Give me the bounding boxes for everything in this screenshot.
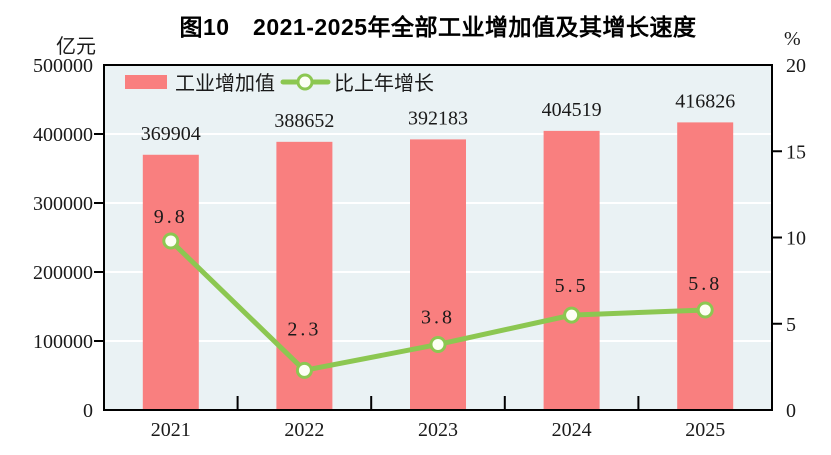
year-label: 2023 bbox=[418, 419, 458, 441]
growth-value-label: 5.5 bbox=[555, 275, 589, 297]
bar-value-label: 388652 bbox=[274, 110, 334, 132]
year-label: 2021 bbox=[151, 419, 191, 441]
bar-value-label: 416826 bbox=[675, 90, 735, 112]
growth-marker bbox=[563, 306, 581, 324]
legend-line-marker bbox=[296, 73, 314, 91]
left-axis-unit-label: 亿元 bbox=[56, 36, 96, 58]
left-axis-tick-label: 100000 bbox=[33, 331, 93, 353]
left-axis-tick-label: 500000 bbox=[33, 55, 93, 77]
right-axis-tick-label: 15 bbox=[786, 141, 806, 163]
left-axis-tick-label: 200000 bbox=[33, 262, 93, 284]
year-label: 2022 bbox=[284, 419, 324, 441]
year-label: 2025 bbox=[685, 419, 725, 441]
bar-value-label: 404519 bbox=[542, 99, 602, 121]
legend-bar-label: 工业增加值 bbox=[175, 72, 275, 95]
year-label: 2024 bbox=[552, 419, 592, 441]
bar-value-label: 392183 bbox=[408, 107, 468, 129]
legend-bar-swatch bbox=[125, 75, 167, 89]
chart-title: 图10 2021-2025年全部工业增加值及其增长速度 bbox=[179, 14, 697, 40]
right-axis-tick-label: 20 bbox=[786, 55, 806, 77]
left-axis-tick-label: 0 bbox=[83, 400, 93, 422]
growth-marker bbox=[429, 335, 447, 353]
growth-value-label: 9.8 bbox=[154, 206, 188, 228]
growth-marker bbox=[696, 301, 714, 319]
right-axis-tick-label: 0 bbox=[786, 400, 796, 422]
left-axis-tick-label: 400000 bbox=[33, 124, 93, 146]
growth-value-label: 3.8 bbox=[421, 306, 455, 328]
bar-2021 bbox=[142, 154, 199, 410]
bar-value-label: 369904 bbox=[141, 123, 201, 145]
bar-2024 bbox=[543, 130, 600, 410]
growth-value-label: 5.8 bbox=[688, 273, 722, 295]
right-axis-tick-label: 5 bbox=[786, 314, 796, 336]
bar-2025 bbox=[677, 122, 734, 410]
left-axis-tick-label: 300000 bbox=[33, 193, 93, 215]
right-axis-tick-label: 10 bbox=[786, 228, 806, 250]
growth-value-label: 2.3 bbox=[287, 318, 321, 340]
bar-2023 bbox=[410, 139, 466, 410]
growth-marker bbox=[295, 361, 313, 379]
right-axis-unit-label: % bbox=[784, 28, 801, 50]
legend-line-label: 比上年增长 bbox=[334, 72, 434, 95]
growth-marker bbox=[162, 232, 180, 250]
